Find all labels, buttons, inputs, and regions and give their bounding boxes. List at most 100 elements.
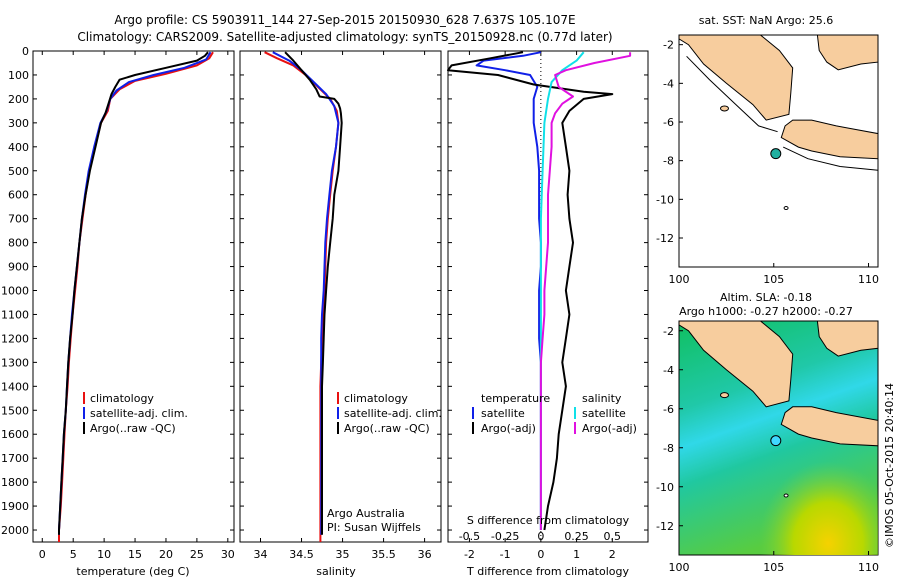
legend-t-satellite-label: satellite [481, 407, 525, 420]
depth-tick-label: 1800 [1, 476, 29, 489]
sla-map-title-line-1: Altim. SLA: -0.18 [720, 291, 812, 304]
lat-tick-label: -6 [663, 116, 674, 129]
x-tick-label: 1 [573, 548, 580, 561]
lon-tick-label: 100 [669, 561, 690, 574]
depth-tick-label: 700 [8, 213, 29, 226]
depth-tick-label: 1500 [1, 404, 29, 417]
depth-tick-label: 1300 [1, 356, 29, 369]
java-landmass [780, 119, 879, 160]
sst-map-title: sat. SST: NaN Argo: 25.6 [699, 14, 833, 27]
x-tick-label: 34 [254, 548, 268, 561]
lat-tick-label: -8 [663, 442, 674, 455]
enggano-island [719, 392, 729, 399]
bathymetry-contour [686, 55, 778, 133]
t-difference-xlabel: T difference from climatology [466, 565, 629, 578]
s-difference-tick-label: 0 [537, 530, 544, 543]
sla-map: Altim. SLA: -0.18 Argo h1000: -0.27 h200… [656, 291, 879, 574]
x-tick-label: 30 [221, 548, 235, 561]
borneo-islands [816, 320, 879, 357]
legend-s-argo-label: Argo(-adj) [582, 422, 637, 435]
depth-tick-label: 1700 [1, 452, 29, 465]
depth-tick-label: 1600 [1, 428, 29, 441]
title-line-1: Argo profile: CS 5903911_144 27-Sep-2015… [114, 13, 575, 27]
argo-float-marker [770, 148, 782, 160]
depth-tick-label: 0 [22, 45, 29, 58]
x-tick-label: -1 [500, 548, 511, 561]
lat-tick-label: -10 [656, 481, 674, 494]
difference-panel: -2 -1 0 1 2 S difference from climatology -0… [447, 50, 649, 578]
borneo-islands [816, 34, 879, 71]
lat-tick-label: -6 [663, 403, 674, 416]
series-line-salinity-argo-adj- [539, 52, 632, 530]
x-tick-label: 35.5 [371, 548, 396, 561]
figure-title: Argo profile: CS 5903911_144 27-Sep-2015… [77, 13, 612, 44]
s-difference-label: S difference from climatology [467, 514, 630, 527]
depth-tick-label: 300 [8, 117, 29, 130]
lat-tick-label: -4 [663, 364, 674, 377]
legend-argo-label: Argo(..raw -QC) [344, 422, 430, 435]
depth-tick-label: 1100 [1, 308, 29, 321]
s-difference-tick-labels: -0.5 -0.25 0 0.25 0.5 [459, 530, 621, 543]
legend-climatology-label: climatology [344, 392, 408, 405]
lat-tick-label: -2 [663, 325, 674, 338]
depth-tick-label: 1000 [1, 285, 29, 298]
imos-credit: ©IMOS 05-Oct-2015 20:40:14 [883, 383, 896, 548]
argo-float-marker [770, 435, 782, 447]
temperature-panel: 0 5 10 15 20 25 30 temperature (deg C) climato… [32, 50, 235, 578]
difference-legend: temperature satellite Argo(-adj) salinit… [472, 392, 637, 435]
s-difference-tick-label: -0.5 [459, 530, 480, 543]
lon-tick-label: 105 [763, 561, 784, 574]
x-tick-label: 15 [128, 548, 142, 561]
depth-tick-label: 400 [8, 141, 29, 154]
bathymetry-contour [782, 146, 879, 171]
float-operator-annotation: Argo Australia [327, 507, 405, 520]
legend-salinity-heading: salinity [582, 392, 622, 405]
lon-tick-label: 100 [669, 273, 690, 286]
depth-tick-label: 2000 [1, 524, 29, 537]
lon-tick-label: 105 [763, 273, 784, 286]
christmas-island [783, 206, 789, 211]
temperature-xlabel: temperature (deg C) [76, 565, 189, 578]
legend-s-satellite-label: satellite [582, 407, 626, 420]
legend-temperature-heading: temperature [481, 392, 550, 405]
temperature-plot-frame [32, 50, 235, 543]
x-tick-label: 20 [159, 548, 173, 561]
lat-tick-label: -12 [656, 520, 674, 533]
salinity-xlabel: salinity [316, 565, 356, 578]
sumatra-landmass [678, 320, 794, 408]
depth-tick-label: 1200 [1, 332, 29, 345]
enggano-island [719, 105, 729, 112]
legend-satellite-label: satellite-adj. clim. [90, 407, 188, 420]
series-line-argo-adj- [447, 51, 614, 531]
sst-map: sat. SST: NaN Argo: 25.6 100 105 110 -2 -4 -6… [656, 14, 879, 286]
s-difference-tick-label: -0.25 [491, 530, 519, 543]
series-line-argo-raw-qc- [58, 51, 209, 535]
x-tick-label: 25 [190, 548, 204, 561]
x-tick-label: 0 [39, 548, 46, 561]
christmas-island [783, 493, 789, 498]
salinity-plot-frame [239, 50, 442, 543]
salinity-panel: 34 34.5 35 35.5 36 salinity climatology sate… [239, 50, 442, 578]
lon-tick-label: 110 [858, 561, 879, 574]
sla-map-title-line-2: Argo h1000: -0.27 h2000: -0.27 [679, 305, 853, 318]
legend-t-argo-label: Argo(-adj) [481, 422, 536, 435]
depth-tick-label: 100 [8, 69, 29, 82]
float-pi-annotation: PI: Susan Wijffels [327, 521, 421, 534]
lat-tick-label: -4 [663, 77, 674, 90]
depth-tick-label: 600 [8, 189, 29, 202]
depth-tick-label: 200 [8, 93, 29, 106]
x-tick-label: 0 [537, 548, 544, 561]
legend-climatology-label: climatology [90, 392, 154, 405]
title-line-2: Climatology: CARS2009. Satellite-adjuste… [77, 30, 612, 44]
x-tick-label: 36 [418, 548, 432, 561]
depth-tick-label: 1900 [1, 500, 29, 513]
x-tick-label: 35 [336, 548, 350, 561]
lat-tick-label: -2 [663, 39, 674, 52]
legend-satellite-label: satellite-adj. clim. [344, 407, 442, 420]
x-tick-label: 2 [609, 548, 616, 561]
x-tick-label: 10 [97, 548, 111, 561]
x-tick-label: 34.5 [289, 548, 314, 561]
depth-axis-labels: 0 100 200 300 400 500 600 700 800 900 1000 1100 1200… [1, 45, 29, 537]
lon-tick-label: 110 [858, 273, 879, 286]
